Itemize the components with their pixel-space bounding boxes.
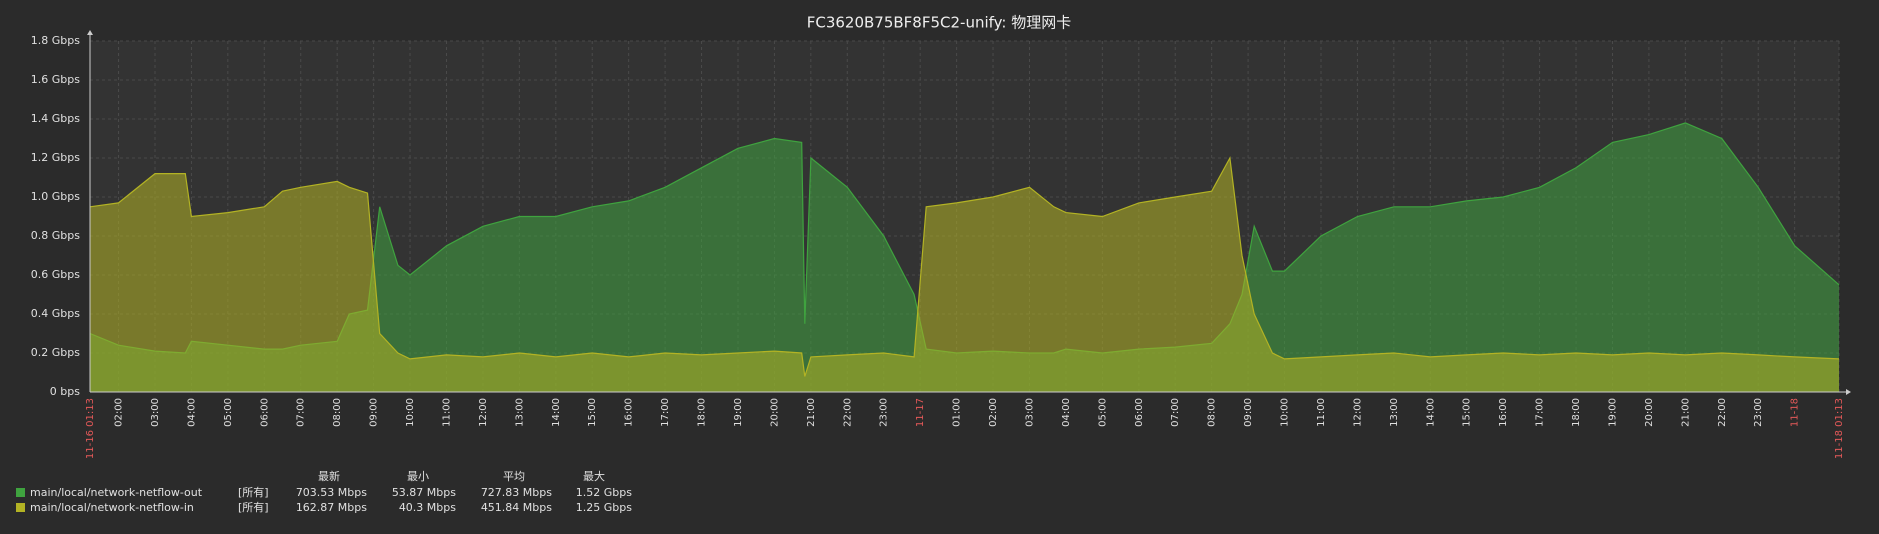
x-tick-label: 20:00 — [769, 398, 780, 427]
x-tick-label: 10:00 — [1280, 398, 1291, 427]
legend-stat: 1.52 Gbps — [576, 486, 632, 499]
x-tick-label: 03:00 — [150, 398, 161, 427]
legend-stat: 727.83 Mbps — [481, 486, 552, 499]
x-tick-label: 02:00 — [988, 398, 999, 427]
y-tick-label: 0.4 Gbps — [31, 307, 80, 320]
legend-stat: 162.87 Mbps — [296, 501, 367, 514]
x-tick-label: 19:00 — [733, 398, 744, 427]
x-tick-label: 07:00 — [1170, 398, 1181, 427]
x-tick-label: 22:00 — [1717, 398, 1728, 427]
x-tick-label: 14:00 — [1425, 398, 1436, 427]
y-tick-label: 1.2 Gbps — [31, 151, 80, 164]
x-tick-label: 13:00 — [1389, 398, 1400, 427]
legend-stat: 53.87 Mbps — [392, 486, 456, 499]
x-tick-label: 11:00 — [1316, 398, 1327, 427]
x-tick-label: 05:00 — [223, 398, 234, 427]
legend-stat: 1.25 Gbps — [576, 501, 632, 514]
legend-stat: 703.53 Mbps — [296, 486, 367, 499]
y-tick-label: 1.6 Gbps — [31, 73, 80, 86]
x-tick-label: 21:00 — [806, 398, 817, 427]
x-tick-label: 11-17 — [915, 398, 926, 427]
x-tick-label: 01:00 — [952, 398, 963, 427]
x-tick-label: 03:00 — [1024, 398, 1035, 427]
x-tick-label: 20:00 — [1644, 398, 1655, 427]
x-tick-label: 12:00 — [478, 398, 489, 427]
x-tick-label: 04:00 — [186, 398, 197, 427]
x-tick-label: 06:00 — [259, 398, 270, 427]
x-tick-label: 08:00 — [332, 398, 343, 427]
x-tick-label: 15:00 — [587, 398, 598, 427]
legend-swatch — [16, 488, 25, 497]
x-tick-label: 08:00 — [1207, 398, 1218, 427]
legend-label: main/local/network-netflow-in — [30, 501, 194, 514]
x-tick-label: 16:00 — [624, 398, 635, 427]
legend-scope: [所有] — [238, 485, 269, 499]
axis-arrow — [87, 30, 93, 35]
x-tick-label: 11-18 — [1790, 398, 1801, 427]
x-tick-label: 11:00 — [441, 398, 452, 427]
legend-stat: 40.3 Mbps — [399, 501, 456, 514]
x-tick-label: 09:00 — [369, 398, 380, 427]
legend-header: 平均 — [503, 470, 525, 483]
x-tick-label: 17:00 — [660, 398, 671, 427]
x-tick-label: 09:00 — [1243, 398, 1254, 427]
y-tick-label: 0.8 Gbps — [31, 229, 80, 242]
y-tick-label: 1.8 Gbps — [31, 34, 80, 47]
x-tick-label: 23:00 — [1753, 398, 1764, 427]
legend-swatch — [16, 503, 25, 512]
legend-label: main/local/network-netflow-out — [30, 486, 203, 499]
y-tick-label: 1.0 Gbps — [31, 190, 80, 203]
x-tick-label: 10:00 — [405, 398, 416, 427]
x-tick-label: 19:00 — [1607, 398, 1618, 427]
series-area — [90, 158, 1839, 392]
legend-scope: [所有] — [238, 500, 269, 514]
x-tick-label: 11-18 01:13 — [1834, 398, 1845, 459]
series-area — [90, 122, 1839, 393]
x-tick-label: 13:00 — [514, 398, 525, 427]
x-tick-label: 23:00 — [879, 398, 890, 427]
y-tick-label: 1.4 Gbps — [31, 112, 80, 125]
legend-stat: 451.84 Mbps — [481, 501, 552, 514]
x-tick-label: 06:00 — [1134, 398, 1145, 427]
x-tick-label: 17:00 — [1535, 398, 1546, 427]
y-tick-label: 0.2 Gbps — [31, 346, 80, 359]
x-tick-label: 04:00 — [1061, 398, 1072, 427]
series-line — [89, 156, 1840, 377]
legend-header: 最大 — [583, 469, 605, 483]
legend-header: 最新 — [318, 469, 340, 483]
y-tick-label: 0 bps — [50, 385, 80, 398]
x-tick-label: 07:00 — [296, 398, 307, 427]
x-tick-label: 12:00 — [1352, 398, 1363, 427]
legend-header: 最小 — [407, 470, 429, 483]
x-tick-label: 11-16 01:13 — [85, 398, 96, 459]
x-tick-label: 02:00 — [114, 398, 125, 427]
x-tick-label: 18:00 — [697, 398, 708, 427]
y-tick-label: 0.6 Gbps — [31, 268, 80, 281]
x-tick-label: 21:00 — [1680, 398, 1691, 427]
x-tick-label: 16:00 — [1498, 398, 1509, 427]
x-tick-label: 22:00 — [842, 398, 853, 427]
chart-title: FC3620B75BF8F5C2-unify: 物理网卡 — [807, 14, 1072, 32]
x-tick-label: 05:00 — [1097, 398, 1108, 427]
x-tick-label: 18:00 — [1571, 398, 1582, 427]
x-tick-label: 14:00 — [551, 398, 562, 427]
axis-arrow — [1846, 389, 1851, 395]
x-tick-label: 15:00 — [1462, 398, 1473, 427]
